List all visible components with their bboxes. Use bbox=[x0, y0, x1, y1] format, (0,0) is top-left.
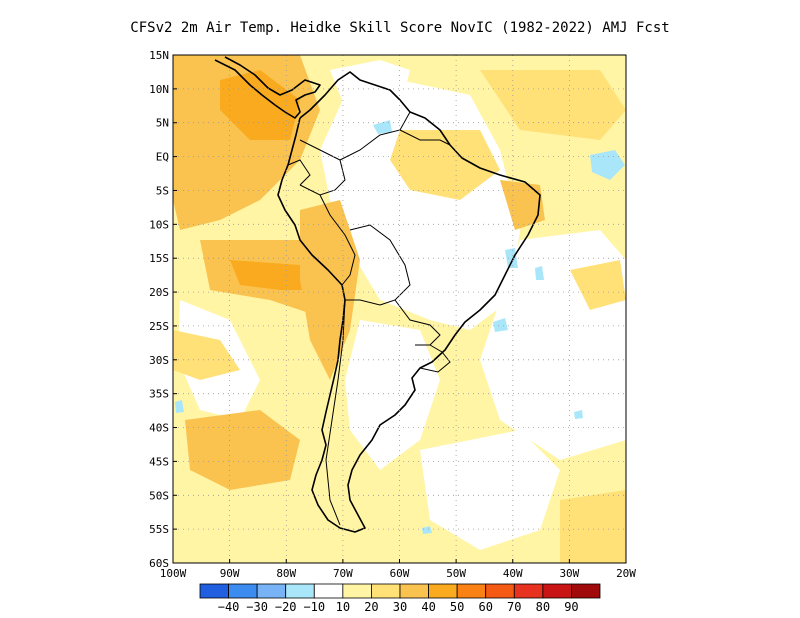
blue-patch-2 bbox=[373, 120, 392, 134]
lat-tick-5S: 5S bbox=[156, 184, 169, 197]
lat-tick-40S: 40S bbox=[149, 422, 169, 435]
orange-zone-atlantic-mid bbox=[570, 260, 626, 310]
colorbar-swatch bbox=[542, 583, 572, 599]
blue-patch-4 bbox=[493, 318, 508, 332]
lon-tick-20W: 20W bbox=[616, 567, 636, 580]
lon-tick-60W: 60W bbox=[390, 567, 410, 580]
lon-tick-80W: 80W bbox=[276, 567, 296, 580]
orange-zone-atlantic-south bbox=[560, 490, 626, 563]
colorbar-label: 80 bbox=[536, 600, 550, 614]
lat-tick-labels: 15N 10N 5N EQ 5S 10S 15S 20S 25S 30S 35S 40S 45S 50S 5… bbox=[149, 49, 177, 570]
orange-zone-south-pacific bbox=[185, 410, 300, 490]
lat-tick-60S: 60S bbox=[149, 557, 169, 570]
colorbar-label: 10 bbox=[336, 600, 350, 614]
colorbar-label: −40 bbox=[218, 600, 240, 614]
lat-tick-30S: 30S bbox=[149, 354, 169, 367]
central-america-coast bbox=[214, 56, 321, 119]
colorbar-swatch bbox=[513, 583, 544, 599]
lat-tick-10S: 10S bbox=[149, 218, 169, 231]
colorbar-label: 60 bbox=[478, 600, 492, 614]
lat-tick-10N: 10N bbox=[149, 83, 169, 96]
colorbar-label: 20 bbox=[364, 600, 378, 614]
lat-tick-50S: 50S bbox=[149, 489, 169, 502]
grid-lines bbox=[173, 55, 626, 563]
map-title: CFSv2 2m Air Temp. Heidke Skill Score No… bbox=[130, 20, 670, 36]
border-peru bbox=[319, 194, 356, 286]
blue-patch-6 bbox=[175, 400, 184, 413]
lat-tick-45S: 45S bbox=[149, 455, 169, 468]
colorbar-swatch bbox=[285, 583, 315, 599]
colorbar-label: −10 bbox=[303, 600, 325, 614]
blue-patch-1 bbox=[590, 150, 625, 180]
lon-tick-70W: 70W bbox=[333, 567, 353, 580]
orange-zone-atlantic-north bbox=[480, 70, 626, 140]
colorbar-label: 90 bbox=[564, 600, 578, 614]
lon-tick-100W: 100W bbox=[160, 567, 187, 580]
lon-tick-90W: 90W bbox=[220, 567, 240, 580]
lon-tick-40W: 40W bbox=[503, 567, 523, 580]
colorbar-swatch bbox=[199, 583, 229, 599]
shading-layer bbox=[173, 55, 626, 563]
colorbar-swatch bbox=[399, 583, 429, 599]
orange-zone-peru-strong bbox=[230, 260, 320, 290]
blue-patch-7 bbox=[422, 526, 432, 534]
colorbar-label: 40 bbox=[421, 600, 435, 614]
lat-tick-5N: 5N bbox=[156, 117, 169, 130]
colorbar-swatch bbox=[313, 583, 344, 599]
colorbar-label: −30 bbox=[246, 600, 268, 614]
lat-tick-25S: 25S bbox=[149, 320, 169, 333]
colorbar-label: 70 bbox=[507, 600, 521, 614]
lat-tick-35S: 35S bbox=[149, 388, 169, 401]
border-guyanas bbox=[399, 129, 451, 146]
border-bolivia bbox=[345, 224, 411, 306]
lon-tick-labels: 100W 90W 80W 70W 60W 50W 40W 30W 20W bbox=[160, 559, 636, 580]
colorbar-label: 30 bbox=[393, 600, 407, 614]
lat-tick-15S: 15S bbox=[149, 252, 169, 265]
lat-tick-20S: 20S bbox=[149, 286, 169, 299]
blue-patch-3 bbox=[505, 248, 518, 268]
lon-tick-30W: 30W bbox=[559, 567, 579, 580]
white-zone-north bbox=[330, 60, 410, 120]
colorbar-swatch bbox=[371, 583, 401, 599]
white-zone-southeast bbox=[420, 430, 560, 550]
colorbar-swatch bbox=[342, 583, 372, 599]
orange-zone-central-america bbox=[220, 70, 300, 140]
colorbar-labels: −40 −30 −20 −10 10 20 30 40 50 60 70 80 90 bbox=[218, 600, 579, 614]
blue-patch-5 bbox=[535, 266, 544, 280]
colorbar-swatch bbox=[456, 583, 487, 599]
border-ecuador bbox=[287, 159, 311, 186]
colorbar-label: 50 bbox=[450, 600, 464, 614]
lat-tick-55S: 55S bbox=[149, 523, 169, 536]
blue-patch-8 bbox=[574, 410, 583, 419]
colorbar bbox=[199, 583, 601, 599]
colorbar-swatch bbox=[428, 583, 458, 599]
border-venezuela bbox=[339, 111, 411, 161]
lon-tick-50W: 50W bbox=[446, 567, 466, 580]
border-uruguay bbox=[419, 344, 451, 373]
colorbar-swatch bbox=[571, 583, 601, 599]
colorbar-swatch bbox=[256, 583, 287, 599]
colorbar-swatch bbox=[228, 583, 258, 599]
lat-tick-EQ: EQ bbox=[156, 151, 169, 164]
orange-zone-andes bbox=[300, 200, 360, 380]
border-paraguay bbox=[394, 299, 441, 346]
lat-tick-15N: 15N bbox=[149, 49, 169, 62]
colorbar-swatch bbox=[485, 583, 515, 599]
orange-zone-brazil-north bbox=[390, 130, 500, 200]
orange-zone-west-pacific bbox=[173, 330, 240, 380]
colorbar-label: −20 bbox=[275, 600, 297, 614]
orange-zone-brazil-east bbox=[500, 180, 545, 230]
white-zone-south bbox=[345, 320, 440, 470]
